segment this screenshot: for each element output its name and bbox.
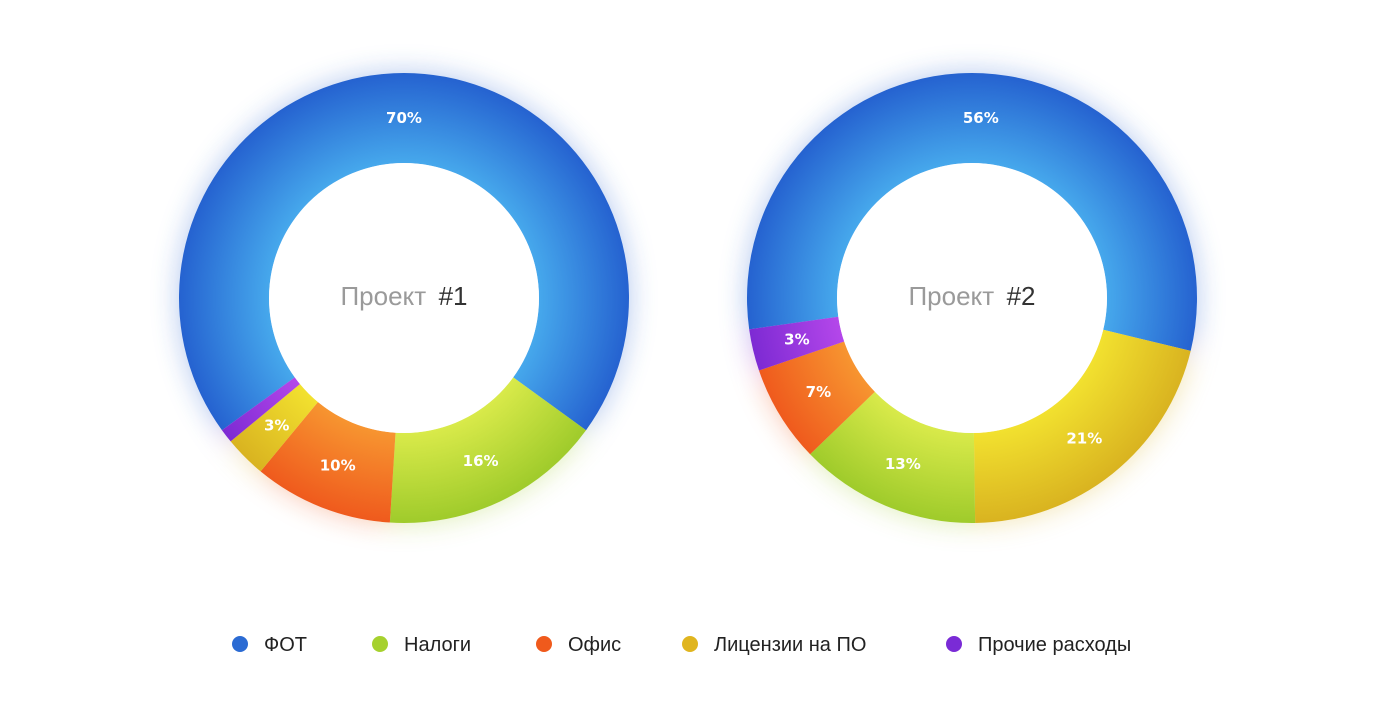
legend-swatch [946, 636, 962, 652]
slice-label-taxes: 13% [885, 455, 921, 473]
legend-item-taxes: Налоги [372, 634, 471, 656]
slice-other-expenses [749, 316, 845, 371]
legend-swatch [536, 636, 552, 652]
legend-label: Налоги [404, 634, 471, 656]
slice-office [759, 341, 875, 455]
center-label-number: #2 [1007, 281, 1036, 311]
legend-item-other-expenses: Прочие расходы [946, 634, 1131, 656]
legend-swatch [372, 636, 388, 652]
slice-label-software-licenses: 3% [264, 416, 289, 434]
slice-fot [178, 73, 629, 431]
slice-label-fot: 56% [963, 109, 999, 127]
center-label-prefix: Проект [908, 281, 994, 311]
slice-label-office: 7% [806, 383, 831, 401]
slice-label-office: 10% [320, 456, 356, 474]
legend-swatch [232, 636, 248, 652]
legend-item-software-licenses: Лицензии на ПО [682, 634, 866, 656]
legend: ФОТ Налоги Офис Лицензии на ПО Прочие ра… [232, 634, 1131, 656]
slice-label-other-expenses: 3% [784, 331, 809, 349]
donut-chart-project-1: 70% 16% 10% 3% Проект #1 [178, 73, 629, 523]
legend-label: Лицензии на ПО [714, 634, 866, 656]
slice-label-taxes: 16% [463, 452, 499, 470]
slice-taxes [389, 377, 587, 523]
legend-item-fot: ФОТ [232, 634, 307, 656]
slice-other-expenses [221, 377, 300, 442]
slice-software-licenses [973, 329, 1191, 523]
slice-software-licenses [230, 384, 318, 472]
center-label-project-2: Проект #2 [908, 281, 1035, 311]
legend-swatch [682, 636, 698, 652]
slice-fot [747, 73, 1197, 351]
slice-label-software-licenses: 21% [1066, 430, 1102, 448]
slice-taxes [810, 391, 976, 523]
slice-office [260, 402, 396, 523]
legend-label: Офис [568, 634, 621, 656]
donut-hole [269, 163, 539, 433]
donut-hole [837, 163, 1107, 433]
legend-label: ФОТ [264, 634, 307, 656]
center-label-number: #1 [439, 281, 468, 311]
center-label-prefix: Проект [340, 281, 426, 311]
center-label-project-1: Проект #1 [340, 281, 467, 311]
donut-chart-project-2: 56% 21% 13% 7% 3% Проект #2 [747, 73, 1197, 523]
legend-item-office: Офис [536, 634, 621, 656]
legend-label: Прочие расходы [978, 634, 1131, 656]
slice-label-fot: 70% [386, 109, 422, 127]
